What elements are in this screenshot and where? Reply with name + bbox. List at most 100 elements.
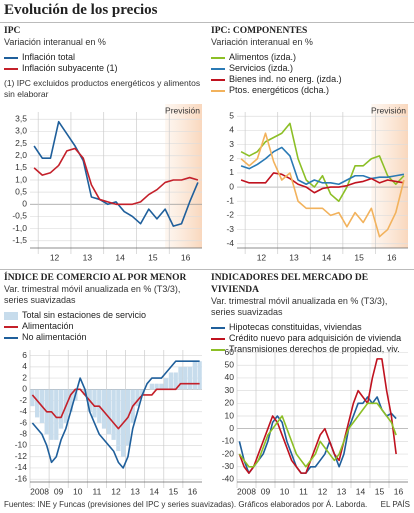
legend-item: Total sin estaciones de servicio: [4, 310, 204, 321]
y-tick-label: 10: [225, 410, 235, 420]
chart-panel: ÍNDICE DE COMERCIO AL POR MENOR Var. trim…: [4, 272, 204, 343]
y-tick-label: 4: [229, 125, 234, 135]
x-tick-label: 14: [322, 252, 332, 262]
y-tick-label: -2: [19, 395, 27, 405]
bar: [111, 389, 116, 440]
legend-swatch: [211, 78, 225, 81]
legend: Inflación total Inflación subyacente (1): [4, 52, 204, 74]
bar: [178, 366, 183, 390]
x-tick-label: 12: [318, 486, 328, 496]
x-tick-label: 15: [354, 252, 364, 262]
bar: [159, 383, 164, 390]
legend-swatch: [211, 348, 225, 351]
line: [240, 146, 405, 186]
x-tick-label: 15: [169, 486, 179, 496]
y-tick-label: 3: [229, 139, 234, 149]
x-tick-label: 2008: [30, 486, 49, 496]
y-tick-label: -3: [226, 224, 234, 234]
legend-label: Inflación subyacente (1): [22, 63, 118, 73]
line: [33, 147, 199, 206]
x-tick-label: 16: [181, 252, 191, 262]
legend-item: Inflación subyacente (1): [4, 63, 204, 74]
line: [238, 396, 397, 474]
legend-label: Alimentación: [22, 321, 74, 331]
bar: [154, 383, 159, 390]
y-tick-label: 40: [225, 372, 235, 382]
legend-item: No alimentación: [4, 332, 204, 343]
legend: Hipotecas constituidas, viviendas Crédito…: [211, 322, 410, 355]
x-tick-label: 10: [280, 486, 290, 496]
y-tick-label: -2: [226, 210, 234, 220]
note: (1) IPC excluidos productos energéticos …: [4, 78, 201, 99]
line: [238, 358, 397, 474]
x-tick-label: 15: [148, 252, 158, 262]
y-tick-label: 0: [22, 384, 27, 394]
y-tick-label: -1,0: [12, 223, 27, 233]
y-tick-label: 0: [22, 199, 27, 209]
bar: [116, 389, 121, 452]
bar: [106, 389, 111, 435]
divider: [0, 269, 414, 270]
y-tick-label: 0,5: [15, 186, 27, 196]
legend-label: Bienes ind. no energ. (izda.): [229, 74, 342, 84]
annotation: Previsión: [165, 105, 200, 115]
y-tick-label: 2: [229, 153, 234, 163]
y-tick-label: -10: [15, 440, 28, 450]
source: Fuentes: INE y Funcas (previsiones del I…: [4, 500, 368, 509]
chart-title: IPC: COMPONENTES: [211, 26, 308, 36]
bar: [58, 389, 64, 429]
bar: [35, 389, 40, 418]
legend: Total sin estaciones de servicio Alimenta…: [4, 310, 204, 343]
y-tick-label: 5: [229, 111, 234, 121]
legend-item: Transmisiones derechos de propiedad, viv…: [211, 344, 410, 355]
y-tick-label: 50: [225, 359, 235, 369]
x-tick-label: 16: [387, 252, 397, 262]
y-tick-label: -10: [222, 436, 235, 446]
y-tick-label: 2,0: [15, 150, 27, 160]
y-tick-label: 1,5: [15, 162, 27, 172]
chart-subtitle: Variación interanual en %: [211, 37, 313, 47]
legend-label: Ptos. energéticos (dcha.): [229, 85, 330, 95]
chart-title: IPC: [4, 26, 21, 36]
y-tick-label: 3,5: [15, 114, 27, 124]
bar: [183, 366, 188, 390]
bar: [135, 389, 140, 407]
bar: [92, 389, 97, 418]
y-tick-label: -12: [15, 451, 28, 461]
legend-item: Crédito nuevo para adquisición de vivien…: [211, 333, 410, 344]
x-tick-label: 13: [289, 252, 299, 262]
x-tick-label: 11: [92, 486, 101, 496]
brand: EL PAÍS: [380, 500, 410, 509]
bar: [168, 372, 174, 390]
y-tick-label: 3,0: [15, 126, 27, 136]
legend-label: Inflación total: [22, 52, 76, 62]
chart-subtitle: Var. trimestral móvil anualizada en % (T…: [4, 284, 181, 305]
line: [33, 120, 199, 227]
legend-swatch: [4, 311, 18, 320]
y-tick-label: 6: [22, 350, 27, 360]
y-tick-label: 0: [229, 181, 234, 191]
legend-label: Transmisiones derechos de propiedad, viv…: [229, 344, 400, 354]
legend-swatch: [211, 337, 225, 340]
x-tick-label: 16: [188, 486, 198, 496]
x-tick-label: 13: [337, 486, 347, 496]
line: [31, 360, 200, 469]
chart-subtitle: Var. trimestral móvil anualizada en % (T…: [211, 296, 388, 317]
y-tick-label: -0,5: [12, 211, 27, 221]
bar: [54, 389, 59, 440]
legend-label: Crédito nuevo para adquisición de vivien…: [229, 333, 402, 343]
y-tick-label: 60: [225, 347, 235, 357]
y-tick-label: -14: [15, 462, 28, 472]
legend-label: Hipotecas constituidas, viviendas: [229, 322, 362, 332]
chart-title: INDICADORES DEL MERCADO DE VIVIENDA: [211, 273, 369, 295]
x-tick-label: 14: [356, 486, 366, 496]
y-tick-label: -6: [19, 417, 27, 427]
legend-swatch: [211, 326, 225, 329]
x-tick-label: 14: [149, 486, 159, 496]
x-tick-label: 12: [257, 252, 267, 262]
divider: [0, 22, 414, 23]
y-tick-label: 2,5: [15, 138, 27, 148]
bar: [30, 389, 35, 407]
